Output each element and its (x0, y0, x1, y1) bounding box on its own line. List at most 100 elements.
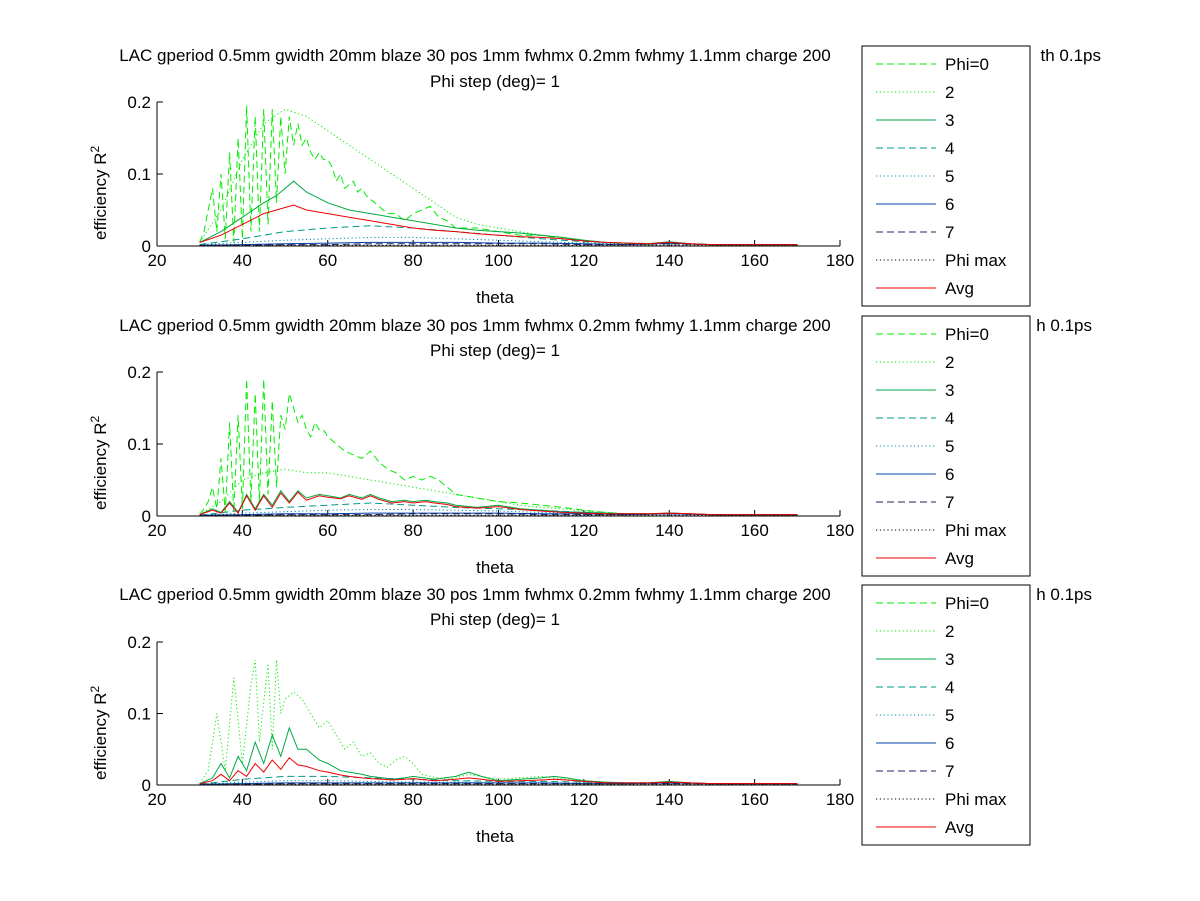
x-tick-label: 80 (404, 521, 423, 540)
y-axis-label-superscript: 2 (88, 685, 102, 692)
x-tick-label: 180 (826, 790, 854, 809)
x-tick-label: 140 (655, 790, 683, 809)
y-axis-label: efficiency R2 (88, 145, 110, 240)
subplot-2: LAC gperiod 0.5mm gwidth 20mm blaze 30 p… (88, 315, 1092, 577)
y-axis-label-superscript: 2 (88, 415, 102, 422)
x-tick-label: 100 (484, 521, 512, 540)
x-tick-label: 160 (740, 251, 768, 270)
y-axis-label: efficiency R2 (88, 415, 110, 510)
legend-entry: 7 (945, 223, 954, 242)
legend-box (861, 315, 1031, 577)
x-tick-label: 20 (148, 251, 167, 270)
legend-entry: Phi max (945, 790, 1007, 809)
legend-box (861, 45, 1031, 307)
chart-subtitle: Phi step (deg)= 1 (430, 72, 560, 91)
x-tick-label: 60 (318, 790, 337, 809)
plot-area: 20 40 60 80 100 120 140 160 180 0 0.1 0.2 (127, 93, 854, 270)
y-axis-label-text: efficiency R (91, 692, 110, 780)
x-tick-label: 100 (484, 790, 512, 809)
chart-title-tail: h 0.1ps (1036, 585, 1092, 604)
y-tick-label: 0 (142, 237, 151, 256)
legend-entry: Phi=0 (945, 325, 989, 344)
subplot-3: LAC gperiod 0.5mm gwidth 20mm blaze 30 p… (88, 584, 1092, 846)
x-tick-label: 20 (148, 521, 167, 540)
chart-subtitle: Phi step (deg)= 1 (430, 610, 560, 629)
plot-area: 20 40 60 80 100 120 140 160 180 0 0.1 0.2 (127, 633, 854, 809)
legend: Phi=0 2 3 4 5 6 7 Phi max Avg (861, 584, 1031, 846)
x-tick-label: 140 (655, 521, 683, 540)
x-tick-label: 120 (570, 521, 598, 540)
legend: Phi=0 2 3 4 5 6 7 Phi max Avg (861, 45, 1031, 307)
x-tick-label: 60 (318, 521, 337, 540)
series-line-9 (199, 204, 798, 246)
x-tick-label: 160 (740, 521, 768, 540)
y-tick-label: 0.2 (127, 363, 151, 382)
legend-entry: Phi max (945, 251, 1007, 270)
legend-entry: Avg (945, 818, 974, 837)
legend-entry: Phi=0 (945, 594, 989, 613)
chart-subtitle: Phi step (deg)= 1 (430, 341, 560, 360)
x-tick-label: 120 (570, 790, 598, 809)
series-line-1 (199, 379, 798, 516)
legend: Phi=0 2 3 4 5 6 7 Phi max Avg (861, 315, 1031, 577)
series-line-9 (199, 491, 798, 516)
legend-entry: 6 (945, 195, 954, 214)
x-axis-label: theta (476, 288, 514, 307)
legend-entry: 5 (945, 437, 954, 456)
y-tick-label: 0 (142, 776, 151, 795)
plot-area: 20 40 60 80 100 120 140 160 180 0 0.1 0.2 (127, 363, 854, 540)
y-tick-label: 0.1 (127, 435, 151, 454)
legend-entry: 2 (945, 353, 954, 372)
x-axis-label: theta (476, 558, 514, 577)
legend-entry: 6 (945, 734, 954, 753)
legend-entry: Phi=0 (945, 55, 989, 74)
x-tick-label: 20 (148, 790, 167, 809)
y-axis-label: efficiency R2 (88, 685, 110, 780)
chart-title: LAC gperiod 0.5mm gwidth 20mm blaze 30 p… (119, 316, 830, 335)
x-tick-label: 40 (233, 790, 252, 809)
legend-entry: 5 (945, 167, 954, 186)
legend-entry: 3 (945, 650, 954, 669)
x-tick-label: 40 (233, 521, 252, 540)
series-line-2 (199, 659, 798, 785)
chart-title: LAC gperiod 0.5mm gwidth 20mm blaze 30 p… (119, 46, 830, 65)
y-axis-label-superscript: 2 (88, 145, 102, 152)
subplot-1: LAC gperiod 0.5mm gwidth 20mm blaze 30 p… (88, 45, 1102, 307)
legend-entry: Avg (945, 279, 974, 298)
legend-entry: 2 (945, 622, 954, 641)
x-tick-label: 60 (318, 251, 337, 270)
chart-title-tail: th 0.1ps (1041, 46, 1102, 65)
legend-entry: 2 (945, 83, 954, 102)
legend-entry: 7 (945, 762, 954, 781)
x-tick-label: 180 (826, 251, 854, 270)
y-tick-label: 0.2 (127, 633, 151, 652)
legend-entry: 3 (945, 111, 954, 130)
y-tick-label: 0.1 (127, 165, 151, 184)
y-tick-label: 0.2 (127, 93, 151, 112)
x-tick-label: 80 (404, 790, 423, 809)
x-tick-label: 40 (233, 251, 252, 270)
y-axis-label-text: efficiency R (91, 152, 110, 240)
x-axis-label: theta (476, 827, 514, 846)
x-tick-label: 100 (484, 251, 512, 270)
y-tick-label: 0 (142, 507, 151, 526)
legend-entry: 6 (945, 465, 954, 484)
x-tick-label: 160 (740, 790, 768, 809)
legend-entry: 3 (945, 381, 954, 400)
legend-entry: Phi max (945, 521, 1007, 540)
legend-box (861, 584, 1031, 846)
chart-title-tail: h 0.1ps (1036, 316, 1092, 335)
x-tick-label: 180 (826, 521, 854, 540)
legend-entry: 7 (945, 493, 954, 512)
chart-title: LAC gperiod 0.5mm gwidth 20mm blaze 30 p… (119, 585, 830, 604)
x-tick-label: 140 (655, 251, 683, 270)
y-axis-label-text: efficiency R (91, 422, 110, 510)
legend-entry: Avg (945, 549, 974, 568)
legend-entry: 4 (945, 678, 954, 697)
x-tick-label: 120 (570, 251, 598, 270)
series-line-2 (199, 468, 798, 516)
series-line-9 (199, 757, 798, 785)
y-tick-label: 0.1 (127, 705, 151, 724)
legend-entry: 4 (945, 409, 954, 428)
